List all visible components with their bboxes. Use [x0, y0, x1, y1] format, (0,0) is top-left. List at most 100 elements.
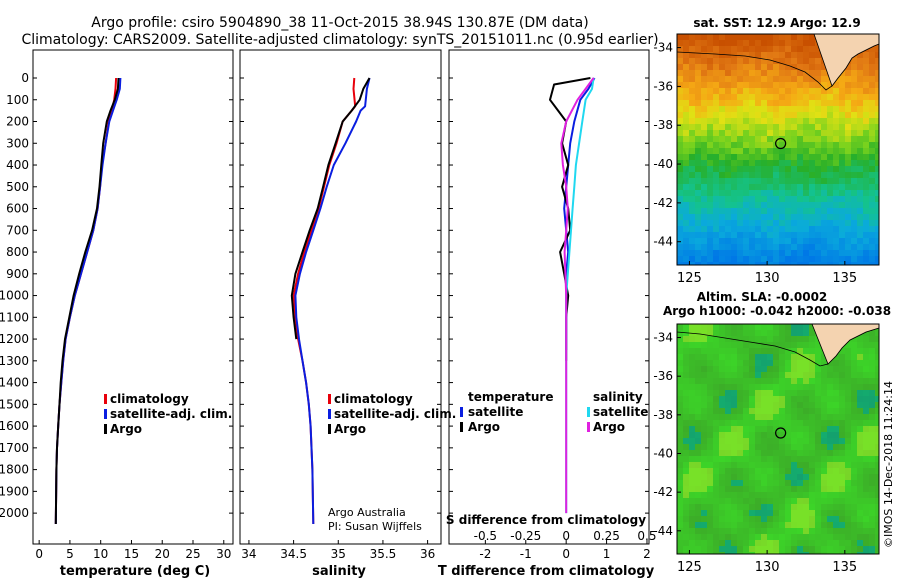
sla-cell [815, 444, 821, 450]
sst-cell [851, 118, 857, 124]
sla-cell [863, 456, 869, 462]
sla-cell [797, 444, 803, 450]
sst-cell [755, 250, 761, 256]
sla-cell [809, 456, 815, 462]
sla-cell [683, 444, 689, 450]
sla-cell [857, 438, 863, 444]
sst-cell [869, 46, 875, 52]
sst-cell [731, 88, 737, 94]
map-y-tick-label: -42 [653, 196, 673, 210]
sla-cell [725, 540, 731, 546]
sst-cell [737, 136, 743, 142]
sst-cell [707, 244, 713, 250]
sla-cell [875, 396, 879, 402]
sst-cell [839, 190, 845, 196]
sla-cell [743, 540, 749, 546]
sla-cell [689, 438, 695, 444]
sst-cell [767, 202, 773, 208]
sst-cell [755, 166, 761, 172]
sst-cell [677, 214, 683, 220]
sla-cell [743, 486, 749, 492]
sst-cell [719, 40, 725, 46]
legend-argo-swatch [328, 424, 331, 434]
sla-cell [695, 378, 701, 384]
sst-cell [827, 262, 833, 265]
sla-cell [803, 426, 809, 432]
sla-cell [743, 390, 749, 396]
sla-cell [743, 384, 749, 390]
sla-cell [707, 498, 713, 504]
sst-cell [851, 130, 857, 136]
sst-cell [677, 154, 683, 160]
sst-cell [755, 100, 761, 106]
sst-cell [707, 130, 713, 136]
sst-cell [815, 184, 821, 190]
sla-cell [719, 330, 725, 336]
x-tick-label: 34.5 [280, 547, 307, 561]
sla-cell [713, 546, 719, 552]
sst-cell [875, 250, 879, 256]
sla-cell [719, 534, 725, 540]
sla-cell [833, 516, 839, 522]
sla-cell [755, 534, 761, 540]
sst-cell [707, 136, 713, 142]
sla-cell [755, 360, 761, 366]
sla-cell [767, 498, 773, 504]
sla-cell [713, 516, 719, 522]
sla-cell [851, 372, 857, 378]
sla-cell [791, 516, 797, 522]
sla-cell [725, 510, 731, 516]
sla-cell [803, 336, 809, 342]
sla-cell [815, 498, 821, 504]
sst-cell [851, 214, 857, 220]
sst-cell [719, 190, 725, 196]
sst-cell [779, 262, 785, 265]
sla-cell [839, 492, 845, 498]
sst-cell [677, 160, 683, 166]
sst-cell [803, 256, 809, 262]
sla-cell [833, 522, 839, 528]
sla-cell [689, 450, 695, 456]
sst-cell [809, 34, 815, 40]
temperature-profile-panel: 0100200300400500600700800900100011001200… [0, 49, 234, 579]
sst-cell [767, 154, 773, 160]
sst-cell [803, 238, 809, 244]
sla-cell [803, 396, 809, 402]
sla-cell [875, 420, 879, 426]
sla-cell [863, 462, 869, 468]
s-difference-xlabel: S difference from climatology [446, 513, 646, 527]
sst-cell [773, 238, 779, 244]
sla-cell [869, 474, 875, 480]
sst-cell [719, 106, 725, 112]
sla-cell [833, 510, 839, 516]
sst-cell [767, 184, 773, 190]
sst-cell [785, 250, 791, 256]
sst-cell [743, 208, 749, 214]
sst-cell [803, 154, 809, 160]
sst-cell [869, 136, 875, 142]
sst-cell [761, 76, 767, 82]
sst-cell [731, 94, 737, 100]
sst-cell [785, 40, 791, 46]
sst-cell [851, 82, 857, 88]
sst-cell [809, 124, 815, 130]
sla-cell [809, 348, 815, 354]
series-satellite-adj-clim- [294, 77, 371, 525]
sla-cell [743, 480, 749, 486]
sst-cell [767, 52, 773, 58]
sla-cell [713, 396, 719, 402]
y-tick-label: 1000 [0, 289, 29, 303]
sla-cell [677, 516, 683, 522]
sla-cell [821, 426, 827, 432]
sla-cell [689, 408, 695, 414]
sst-cell [731, 190, 737, 196]
sst-cell [755, 94, 761, 100]
sla-cell [731, 480, 737, 486]
legend-satellite-label: satellite-adj. clim. [334, 407, 456, 421]
sla-cell [767, 360, 773, 366]
sla-cell [797, 348, 803, 354]
sst-cell [761, 70, 767, 76]
sst-cell [827, 190, 833, 196]
sst-cell [857, 70, 863, 76]
sst-cell [677, 256, 683, 262]
